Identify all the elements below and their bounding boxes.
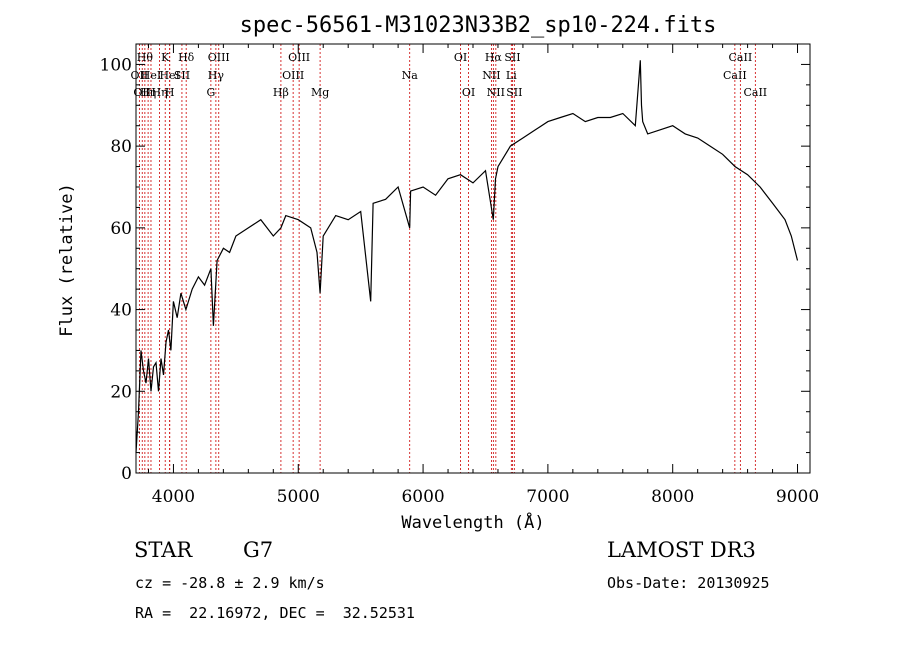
line-marker-label-19: OI [454,51,467,64]
x-tick-label-2: 6000 [401,487,444,507]
redshift-value: cz = -28.8 ± 2.9 km/s [135,574,325,592]
y-tick-label-0: 0 [121,464,132,484]
line-marker-label-8: HeI [159,69,179,82]
line-marker-label-3: Hη [140,86,156,99]
line-marker-label-23: NII [487,86,505,99]
spectral-line-labels: OIIOIIHθHηHeIHηKHHeISIIHδGHγOIIIHβOIIIOI… [131,51,768,99]
plot-frame [135,43,811,474]
line-marker-label-28: CaII [729,51,753,64]
x-axis-ticks: 4000 5000 6000 7000 8000 9000 [147,44,819,507]
y-tick-label-3: 60 [110,219,132,239]
line-marker-label-6: K [161,51,170,64]
x-tick-label-3: 7000 [526,487,569,507]
line-marker-label-16: OIII [288,51,310,64]
line-marker-label-14: Hβ [273,86,289,99]
line-marker-label-4: HeI [141,69,161,82]
chart-title: spec-56561-M31023N33B2_sp10-224.fits [240,13,717,38]
line-marker-label-15: OIII [282,69,304,82]
x-axis-title: Wavelength (Å) [401,511,544,533]
line-marker-label-13: OIII [208,51,230,64]
line-marker-label-26: SII [506,86,522,99]
line-marker-label-0: OII [131,69,149,82]
coordinates: RA = 22.16972, DEC = 32.52531 [135,604,415,622]
line-marker-label-10: Hδ [178,51,195,64]
x-tick-label-0: 4000 [152,487,195,507]
y-tick-label-2: 40 [110,301,132,321]
object-subclass: G7 [243,538,274,562]
line-marker-label-29: CaII [743,86,767,99]
y-axis-ticks: 0 20 40 60 80 100 [100,55,810,484]
spectrum-series [135,60,799,453]
line-marker-label-9: SII [174,69,190,82]
object-class: STAR [134,538,193,562]
y-axis-title: Flux (relative) [57,183,77,337]
line-marker-label-24: Li [506,69,517,82]
y-tick-label-1: 20 [110,382,132,402]
y-tick-label-5: 100 [100,55,132,75]
line-marker-label-25: SII [504,51,520,64]
line-marker-label-17: Mg [311,86,329,99]
line-marker-label-20: OI [462,86,475,99]
spectrum-line-0 [135,60,799,453]
line-marker-label-7: H [165,86,175,99]
obs-date: Obs-Date: 20130925 [607,574,770,592]
y-tick-label-4: 80 [110,137,132,157]
line-marker-label-5: Hη [151,86,167,99]
line-marker-label-1: OII [133,86,151,99]
line-marker-label-22: Hα [485,51,503,64]
line-marker-label-12: Hγ [208,69,225,82]
line-marker-label-11: G [206,86,215,99]
line-marker-label-21: NII [482,69,500,82]
spectral-line-markers [138,44,756,473]
line-marker-label-18: Na [402,69,419,82]
survey-name: LAMOST DR3 [607,538,756,562]
x-tick-label-1: 5000 [277,487,320,507]
line-marker-label-2: Hθ [137,51,154,64]
x-tick-label-5: 9000 [776,487,819,507]
x-tick-label-4: 8000 [651,487,694,507]
line-marker-label-27: CaII [723,69,747,82]
